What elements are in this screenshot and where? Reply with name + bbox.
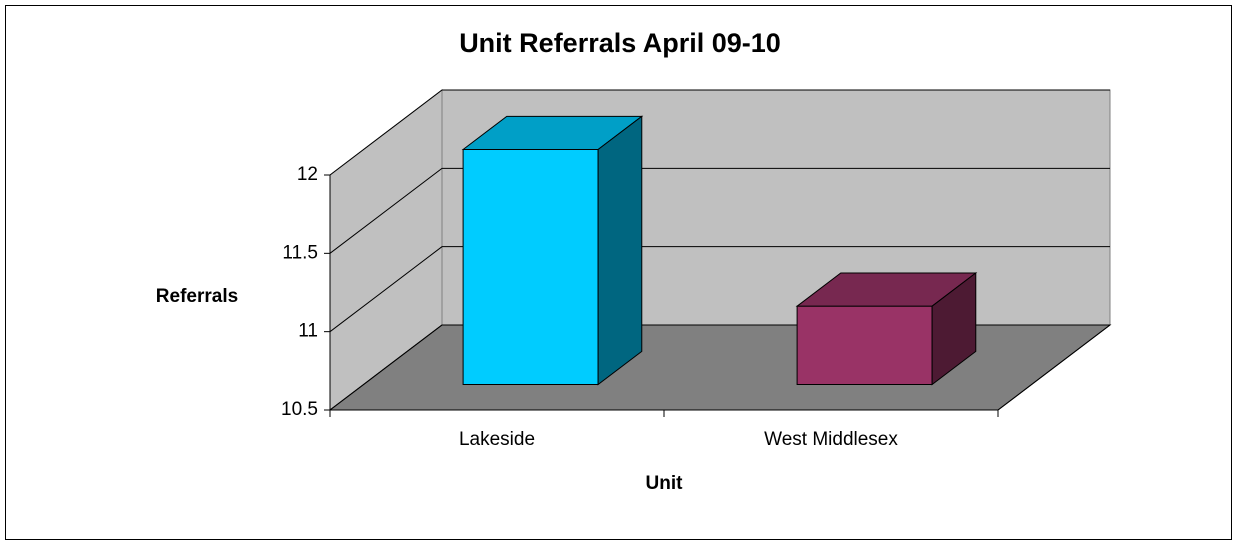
x-axis-title: Unit (646, 473, 684, 494)
floor (328, 324, 1112, 411)
y-tick-label: 11.5 (282, 242, 318, 263)
grid-line (329, 246, 1110, 333)
bar (795, 272, 978, 386)
bar-front (796, 305, 933, 385)
y-tick-label: 10.5 (281, 399, 318, 420)
y-axis-title: Referrals (156, 286, 238, 307)
x-tick-label: West Middlesex (764, 429, 898, 450)
bar-side (597, 115, 643, 386)
bar-front (462, 149, 599, 385)
y-tick-label: 11 (298, 321, 318, 342)
y-tick-label: 12 (297, 164, 318, 185)
depth-axis-line (997, 324, 1111, 411)
bar-side (931, 272, 977, 386)
x-tick-label: Lakeside (459, 429, 535, 450)
chart-title: Unit Referrals April 09-10 (459, 28, 781, 58)
grid-line (329, 167, 1110, 254)
bar (461, 115, 644, 386)
grid-line (329, 89, 1110, 176)
